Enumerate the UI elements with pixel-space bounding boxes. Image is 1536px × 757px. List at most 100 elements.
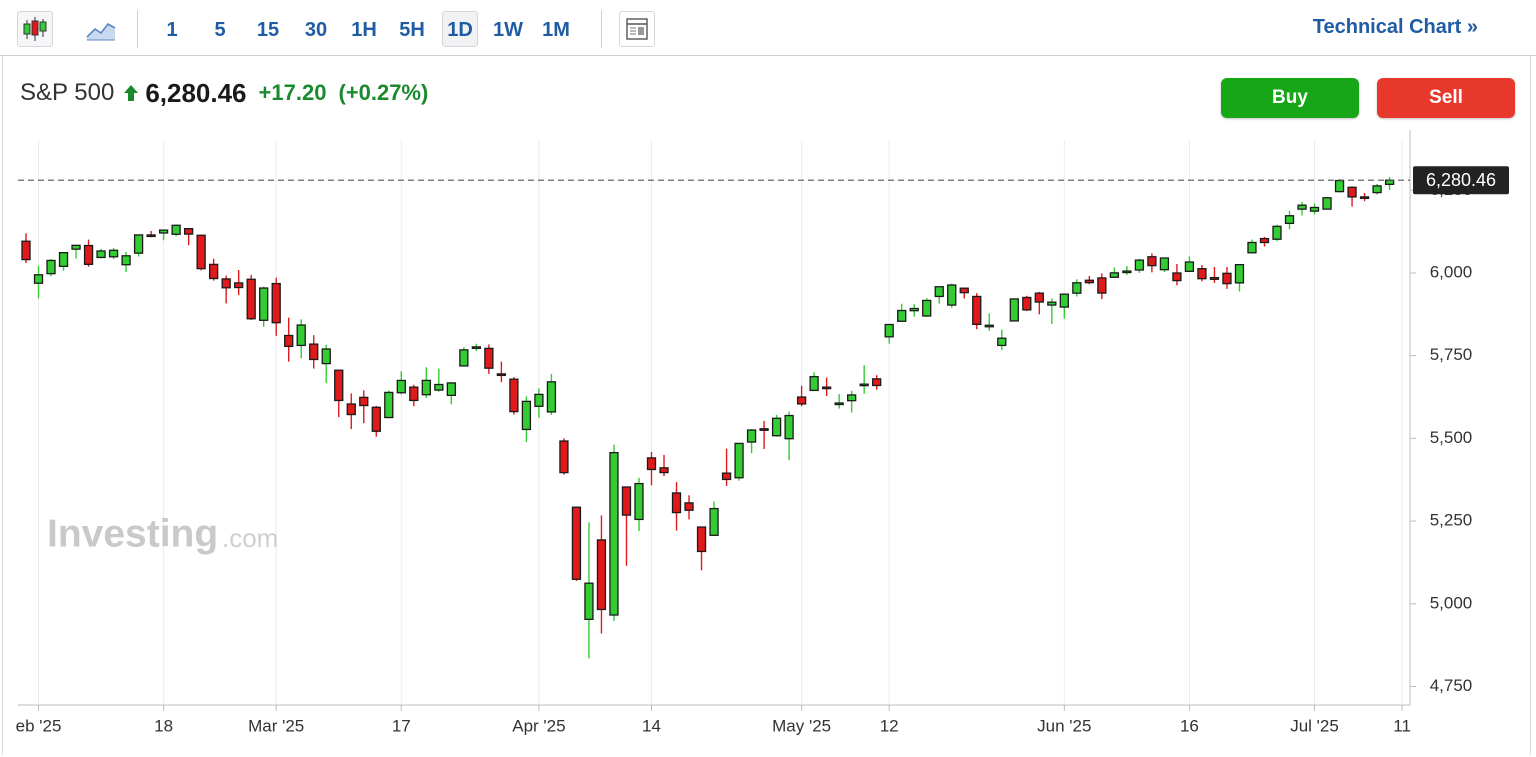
candle-body bbox=[934, 286, 944, 298]
technical-chart-link[interactable]: Technical Chart » bbox=[1312, 16, 1478, 38]
candle-body bbox=[621, 486, 632, 516]
candle-body bbox=[534, 393, 544, 407]
candle-body bbox=[859, 383, 869, 387]
candle-body bbox=[684, 502, 694, 511]
candle-body bbox=[646, 457, 657, 471]
interval-button[interactable]: 1H bbox=[351, 19, 377, 41]
candle-body bbox=[771, 417, 782, 437]
candle-body bbox=[709, 507, 719, 536]
candle-body bbox=[559, 440, 569, 474]
candle-body bbox=[459, 349, 469, 367]
candlestick-icon bbox=[23, 17, 47, 41]
interval-button[interactable]: 1W bbox=[493, 19, 523, 41]
candle-body bbox=[1172, 272, 1182, 282]
candle-body bbox=[371, 406, 381, 432]
x-tick-label: 17 bbox=[392, 716, 411, 735]
candle-body bbox=[496, 373, 507, 377]
candle-body bbox=[208, 263, 219, 280]
candle-body bbox=[1347, 186, 1357, 198]
y-tick-label: 5,250 bbox=[1430, 511, 1473, 530]
y-tick-label: 5,750 bbox=[1430, 345, 1473, 364]
candle-body bbox=[947, 284, 957, 306]
candle-body bbox=[1159, 257, 1170, 271]
candle-body bbox=[171, 224, 181, 235]
candle-body bbox=[909, 307, 919, 312]
interval-button[interactable]: 1 bbox=[166, 19, 178, 41]
candle-body bbox=[46, 259, 56, 275]
layout-icon bbox=[626, 18, 648, 40]
candle-body bbox=[296, 324, 306, 347]
candle-body bbox=[284, 334, 294, 348]
candle-body bbox=[997, 337, 1007, 347]
candle-body bbox=[884, 323, 894, 338]
price-label-box bbox=[1413, 166, 1509, 195]
candle-body bbox=[446, 382, 456, 397]
candle-body bbox=[1272, 225, 1282, 240]
candle-body bbox=[609, 451, 619, 616]
candle-body bbox=[484, 347, 494, 369]
widget-frame bbox=[2, 56, 1531, 755]
candle-body bbox=[959, 287, 969, 294]
candle-body bbox=[659, 467, 669, 474]
candle-body bbox=[759, 428, 769, 431]
candle-body bbox=[734, 442, 744, 479]
candle-body bbox=[396, 379, 406, 394]
candle-body bbox=[1122, 270, 1132, 274]
candle-body bbox=[158, 229, 169, 234]
candle-body bbox=[721, 472, 732, 481]
instrument-name: S&P 500 bbox=[20, 79, 115, 106]
candle-body bbox=[1209, 276, 1220, 280]
x-tick-label: Mar '25 bbox=[248, 716, 304, 735]
candle-body bbox=[1109, 272, 1120, 278]
candle-body bbox=[584, 582, 594, 620]
x-tick-label: Jun '25 bbox=[1037, 716, 1091, 735]
candle-body bbox=[146, 234, 156, 238]
up-arrow-icon bbox=[124, 85, 139, 101]
layout-button[interactable] bbox=[619, 11, 655, 47]
x-tick-label: Jul '25 bbox=[1290, 716, 1339, 735]
last-price: 6,280.46 bbox=[145, 77, 247, 108]
candle-body bbox=[1309, 206, 1320, 212]
candle-body bbox=[847, 394, 857, 402]
line-chart-button[interactable] bbox=[84, 11, 118, 47]
toolbar: 1 5 15 30 1H 5H 1D 1W 1M Technical Chart » bbox=[0, 0, 1536, 56]
candle-body bbox=[21, 240, 31, 261]
price-change: +17.20 bbox=[258, 80, 327, 105]
candle-body bbox=[1297, 204, 1307, 210]
buy-button[interactable]: Buy bbox=[1221, 78, 1359, 118]
candle-body bbox=[1097, 277, 1107, 294]
candle-body bbox=[634, 482, 644, 521]
x-tick-label: Apr '25 bbox=[512, 716, 565, 735]
candle-body bbox=[121, 255, 131, 266]
candle-body bbox=[83, 244, 94, 266]
separator bbox=[137, 10, 138, 48]
interval-button[interactable]: 1D bbox=[442, 11, 478, 47]
x-tick-label: 14 bbox=[642, 716, 661, 735]
interval-button[interactable]: 30 bbox=[304, 19, 328, 41]
candle-body bbox=[108, 249, 119, 258]
candle-body bbox=[1222, 272, 1232, 285]
candle-body bbox=[546, 381, 557, 413]
candle-body bbox=[1359, 196, 1370, 200]
candle-body bbox=[133, 234, 144, 254]
line-chart-icon bbox=[86, 22, 116, 41]
candle-body bbox=[1059, 293, 1069, 308]
interval-button[interactable]: 15 bbox=[256, 19, 280, 41]
candle-body bbox=[271, 282, 281, 324]
watermark-suffix: .com bbox=[222, 523, 278, 553]
candle-body bbox=[71, 244, 81, 250]
interval-button[interactable]: 5 bbox=[214, 19, 226, 41]
candle-body bbox=[58, 251, 69, 268]
candle-body bbox=[1322, 197, 1332, 210]
interval-button[interactable]: 5H bbox=[399, 19, 425, 41]
x-tick-label: May '25 bbox=[772, 716, 831, 735]
x-tick-label: eb '25 bbox=[16, 716, 62, 735]
x-tick-label: 11 bbox=[1393, 716, 1411, 735]
interval-button[interactable]: 1M bbox=[542, 19, 570, 41]
candle-body bbox=[596, 539, 607, 611]
sell-button[interactable]: Sell bbox=[1377, 78, 1515, 118]
candlestick-chart-button[interactable] bbox=[17, 11, 53, 47]
price-label: 6,280.46 bbox=[1426, 170, 1496, 190]
